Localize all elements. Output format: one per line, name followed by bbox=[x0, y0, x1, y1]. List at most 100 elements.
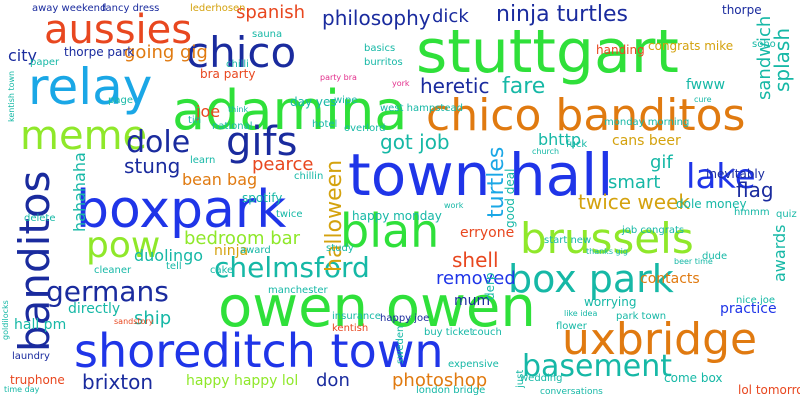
word-laundry: laundry bbox=[12, 351, 50, 362]
word-thorpe-park: thorpe park bbox=[64, 45, 135, 59]
word-flag: flag bbox=[736, 178, 774, 202]
word-flower: flower bbox=[556, 321, 587, 332]
word-happy-happy-lol: happy happy lol bbox=[186, 373, 299, 389]
word-dole-money: dole money bbox=[676, 197, 747, 211]
word-kentish: kentish bbox=[332, 323, 369, 334]
word-dude: dude bbox=[702, 251, 728, 262]
word-ninja-turtles: ninja turtles bbox=[496, 2, 628, 27]
word-splash: splash bbox=[770, 27, 794, 92]
word-sweden: sweden bbox=[395, 325, 406, 364]
word-gif: gif bbox=[650, 152, 673, 173]
word-chilli: chilli bbox=[226, 59, 249, 70]
word-wipe: wipe bbox=[334, 95, 358, 106]
word-page: page bbox=[108, 95, 133, 106]
word-don: don bbox=[316, 370, 350, 391]
word-lederhosen: lederhosen bbox=[190, 3, 246, 14]
word-party-bra: party bra bbox=[320, 73, 357, 82]
word-day-yes: day yes bbox=[290, 95, 337, 109]
word-worrying: worrying bbox=[584, 295, 637, 309]
word-awards: awards bbox=[770, 224, 789, 282]
word-joe: joe bbox=[196, 102, 221, 121]
word-paper: paper bbox=[30, 57, 60, 68]
word-manchester: manchester bbox=[268, 285, 328, 296]
word-come-box: come box bbox=[664, 371, 723, 385]
word-study: study bbox=[326, 243, 354, 254]
word-removed: removed bbox=[436, 268, 516, 289]
word-cleaner: cleaner bbox=[94, 265, 132, 276]
word-delete: delete bbox=[24, 213, 56, 224]
word-kentish-town: kentish town bbox=[7, 70, 16, 122]
word-twice-week: twice week bbox=[578, 190, 690, 214]
word-gifs: gifs bbox=[226, 119, 298, 165]
word-city: city bbox=[8, 46, 37, 65]
word-lol-tomorrow: lol tomorrow bbox=[738, 383, 800, 397]
word-fuck: fuck bbox=[566, 139, 588, 150]
word-stuttgart: stuttgart bbox=[416, 17, 679, 87]
word-contacts: contacts bbox=[640, 271, 700, 287]
word-insurance: insurance bbox=[332, 311, 381, 322]
word-away-weekend: away weekend bbox=[32, 3, 107, 14]
word-inevitably: inevitably bbox=[706, 167, 765, 181]
word-bedroom-bar: bedroom bar bbox=[184, 228, 301, 249]
word-quiz: quiz bbox=[776, 209, 797, 220]
word-cake: cake bbox=[210, 265, 234, 276]
word-brixton: brixton bbox=[82, 370, 154, 394]
word-sauna: sauna bbox=[252, 29, 283, 40]
word-pow: pow bbox=[86, 225, 161, 266]
word-duolingo: duolingo bbox=[134, 246, 204, 265]
word-relay: relay bbox=[28, 58, 153, 116]
word-park-town: park town bbox=[616, 311, 667, 322]
word-boxpark: boxpark bbox=[76, 180, 287, 240]
word-national: national bbox=[212, 121, 253, 132]
word-brussels: brussels bbox=[520, 214, 694, 263]
word-happy-joe: happy joe bbox=[380, 313, 430, 324]
word-stung: stung bbox=[124, 154, 181, 178]
word-sandstory: sandstory bbox=[114, 317, 154, 326]
word-heretic: heretic bbox=[420, 74, 490, 98]
word-meme: meme bbox=[20, 113, 148, 159]
word-hahahaha: hahahaha bbox=[70, 152, 89, 232]
word-good-deal: good deal bbox=[503, 168, 517, 228]
word-derp: derp bbox=[483, 272, 497, 300]
word-couch: couch bbox=[472, 327, 502, 338]
word-beer-time: beer time bbox=[674, 257, 713, 266]
word-fancy-dress: fancy dress bbox=[102, 3, 160, 14]
word-hotel: hotel bbox=[312, 119, 338, 130]
word-box-park: box park bbox=[508, 257, 674, 301]
word-wedding: wedding bbox=[520, 373, 563, 384]
word-going-gig: going gig bbox=[124, 42, 208, 63]
word-fwww: fwww bbox=[686, 77, 726, 93]
word-got-job: got job bbox=[380, 130, 450, 154]
word-bra-party: bra party bbox=[200, 67, 256, 81]
word-truphone: truphone bbox=[10, 373, 65, 387]
word-ninja: ninja bbox=[214, 243, 249, 259]
word-ship: ship bbox=[134, 308, 172, 329]
word-town-hall: town hall bbox=[348, 141, 614, 209]
word-basics: basics bbox=[364, 43, 396, 54]
word-london-bridge: london bridge bbox=[416, 385, 486, 396]
word-time-day: time day bbox=[4, 385, 40, 394]
word-directly: directly bbox=[68, 301, 121, 317]
word-erryone: erryone bbox=[460, 225, 515, 241]
word-owen-owen: owen owen bbox=[218, 275, 536, 340]
word-fare: fare bbox=[502, 74, 546, 99]
word-monday-morning: monday morning bbox=[604, 117, 690, 128]
word-work: work bbox=[444, 201, 464, 210]
word-happy-monday: happy monday bbox=[352, 209, 442, 223]
word-dole: dole bbox=[126, 125, 191, 160]
word-blah: blah bbox=[340, 204, 440, 258]
word-spotify: spotify bbox=[242, 191, 283, 205]
word-hmmm: hmmm bbox=[734, 207, 770, 218]
word-thorpe: thorpe bbox=[722, 3, 762, 17]
word-chillin: chillin bbox=[294, 171, 324, 182]
word-job-congrats: job congrats bbox=[622, 225, 685, 236]
word-shoreditch-town: shoreditch town bbox=[74, 324, 444, 378]
word-twice: twice bbox=[276, 209, 303, 220]
word-pearce: pearce bbox=[252, 154, 314, 175]
word-west-hampstead: west hampstead bbox=[380, 103, 463, 114]
word-tin: tin bbox=[188, 115, 202, 126]
word-lake: lake bbox=[686, 157, 756, 197]
word-mum: mum bbox=[454, 293, 491, 309]
word-hall-pm: hall pm bbox=[14, 317, 67, 333]
